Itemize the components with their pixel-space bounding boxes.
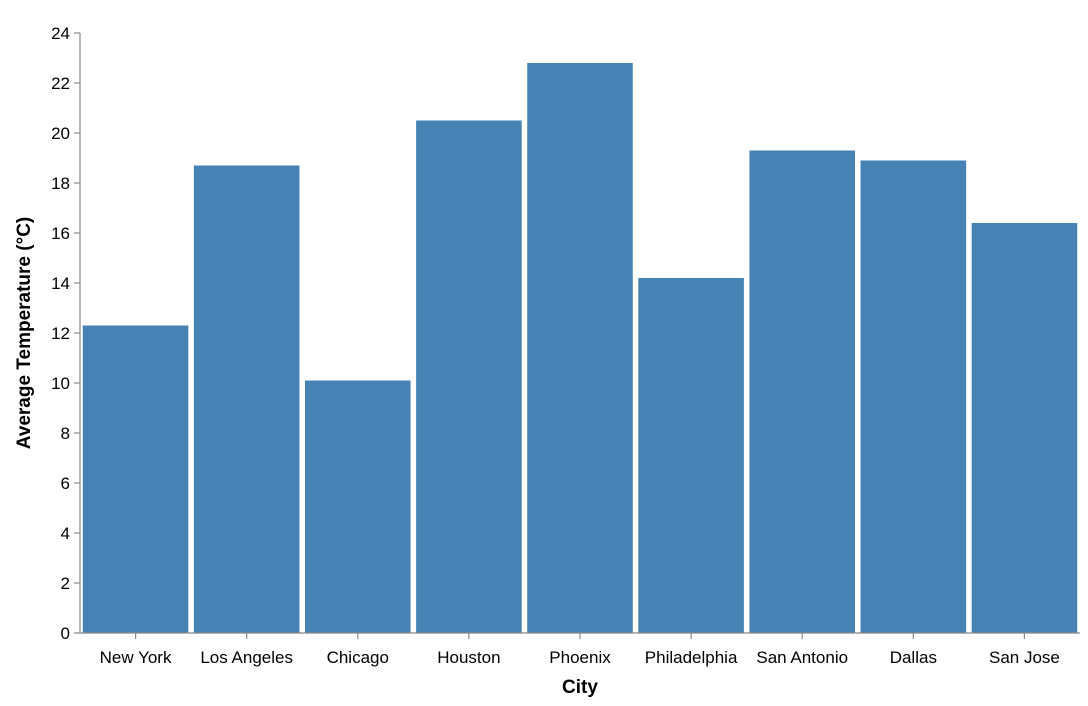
y-tick-label: 10 — [51, 374, 70, 393]
x-tick-label: Dallas — [890, 648, 937, 667]
y-tick-label: 6 — [61, 474, 70, 493]
y-tick-label: 24 — [51, 24, 70, 43]
bar-san-antonio — [749, 150, 855, 633]
x-tick-label: Los Angeles — [200, 648, 293, 667]
x-tick-label: Philadelphia — [645, 648, 738, 667]
y-tick-label: 2 — [61, 574, 70, 593]
bar-philadelphia — [638, 278, 744, 633]
y-tick-label: 12 — [51, 324, 70, 343]
x-tick-label: San Antonio — [756, 648, 848, 667]
x-tick-label: San Jose — [989, 648, 1060, 667]
y-tick-label: 4 — [61, 524, 70, 543]
bars-layer — [82, 63, 1078, 633]
y-tick-label: 22 — [51, 74, 70, 93]
y-tick-label: 0 — [61, 624, 70, 643]
y-tick-label: 18 — [51, 174, 70, 193]
x-tick-label: Houston — [437, 648, 500, 667]
x-axis-title: City — [562, 677, 598, 698]
y-axis-title: Average Temperature (°C) — [14, 217, 35, 450]
bar-dallas — [860, 160, 967, 633]
x-tick-label: Chicago — [327, 648, 389, 667]
bar-chicago — [305, 380, 411, 633]
x-tick-label: Phoenix — [549, 648, 611, 667]
x-tick-label: New York — [100, 648, 172, 667]
bar-new-york — [82, 325, 189, 633]
bar-los-angeles — [193, 165, 300, 633]
x-axis: New York Los Angeles Chicago Houston Phoenix… — [80, 632, 1080, 667]
bar-san-jose — [971, 223, 1078, 633]
bar-houston — [416, 120, 522, 633]
y-tick-label: 14 — [51, 274, 70, 293]
bar-phoenix — [527, 63, 633, 633]
y-tick-label: 8 — [61, 424, 70, 443]
y-tick-label: 20 — [51, 124, 70, 143]
y-tick-label: 16 — [51, 224, 70, 243]
